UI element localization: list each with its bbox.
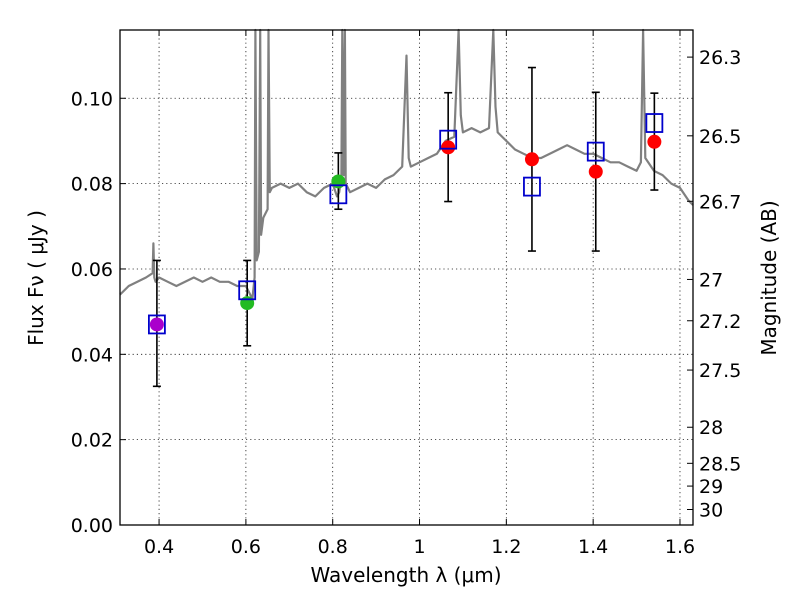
x-tick-label: 1.2: [491, 536, 521, 558]
model-flux-square: [329, 184, 348, 205]
spectrum-line: [119, 28, 694, 300]
observed-flux-point: [524, 152, 539, 167]
y-tick-label: 0.04: [71, 344, 113, 366]
magnitude-tick-label: 28: [699, 417, 723, 439]
axis-ticks: 0.4 0.6 0.8 1 1.2 1.4 1.6 0.00 0.02 0.04 0.06 0.08 0…: [71, 30, 741, 558]
magnitude-tick-label: 27: [699, 269, 723, 291]
observed-flux-point: [588, 164, 603, 179]
model-flux-square: [238, 280, 257, 301]
plot-frame: [119, 29, 694, 526]
x-axis-label: Wavelength λ (μm): [310, 563, 501, 587]
observed-flux-point: [441, 140, 456, 155]
model-flux-square: [439, 129, 458, 150]
magnitude-tick-label: 27.2: [699, 311, 741, 333]
observed-flux-point: [647, 134, 662, 149]
photometry-points: [147, 66, 664, 388]
x-tick-label: 1: [413, 536, 425, 558]
y-tick-label: 0.02: [71, 430, 113, 452]
magnitude-tick-label: 26.7: [699, 191, 741, 213]
magnitude-tick-label: 27.5: [699, 360, 741, 382]
model-flux-square: [586, 141, 605, 162]
x-tick-label: 0.8: [318, 536, 348, 558]
observed-flux-point: [240, 296, 255, 311]
y-tick-label: 0.00: [71, 515, 113, 537]
y-axis-label-right: Magnitude (AB): [757, 200, 781, 355]
model-spectrum: [119, 28, 694, 300]
y-tick-label: 0.10: [71, 88, 113, 110]
x-tick-label: 0.6: [231, 536, 261, 558]
model-flux-square: [645, 113, 664, 133]
model-flux-square: [147, 314, 166, 335]
x-tick-label: 1.4: [578, 536, 608, 558]
magnitude-tick-label: 28.5: [699, 453, 741, 475]
magnitude-tick-label: 30: [699, 500, 723, 522]
y-tick-label: 0.06: [71, 259, 113, 281]
model-flux-square: [523, 176, 541, 197]
x-tick-label: 0.4: [144, 536, 174, 558]
magnitude-tick-label: 26.3: [699, 47, 741, 69]
x-tick-label: 1.6: [665, 536, 695, 558]
y-axis-label-left: Flux Fν ( μJy ): [24, 210, 48, 346]
y-tick-label: 0.08: [71, 174, 113, 196]
magnitude-tick-label: 29: [699, 476, 723, 498]
observed-flux-point: [331, 174, 346, 189]
magnitude-tick-label: 26.5: [699, 126, 741, 148]
observed-flux-point: [149, 317, 164, 332]
